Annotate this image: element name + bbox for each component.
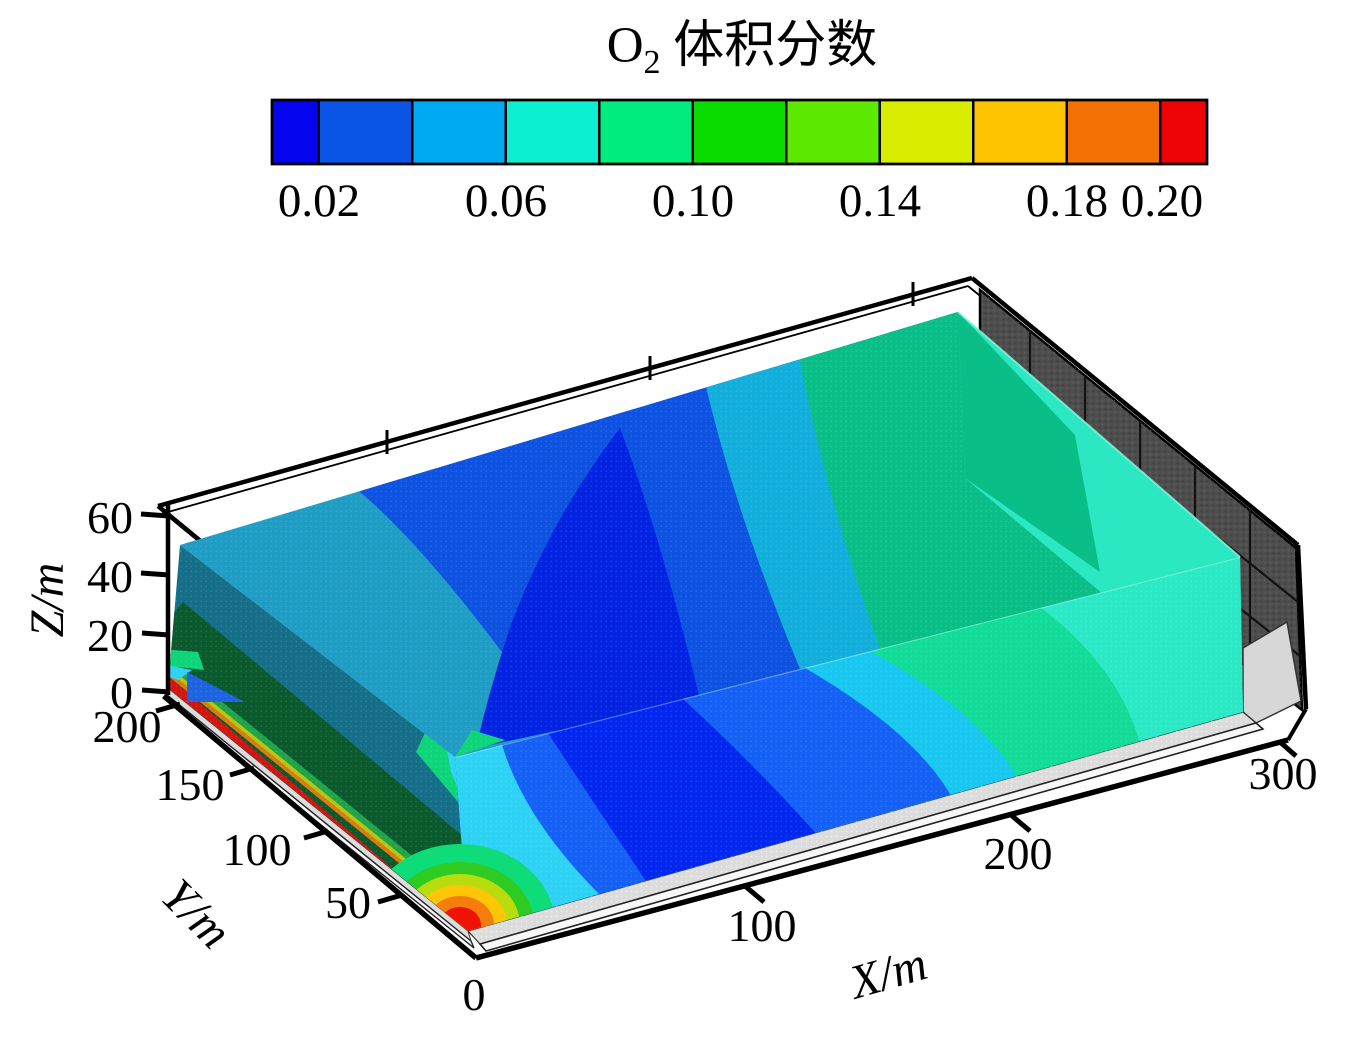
colorbar-segment xyxy=(411,98,507,166)
y-tick-50: 50 xyxy=(325,877,371,928)
y-axis-title: Y/m xyxy=(151,869,241,959)
x-tick-100: 100 xyxy=(728,900,797,951)
cb-label-0.02: 0.02 xyxy=(278,175,360,227)
colorbar-segment xyxy=(1065,98,1162,166)
colorbar-segment xyxy=(878,98,975,166)
colorbar: O2 体积分数 0.02 0.06 0.10 0.14 0.18 0.20 xyxy=(270,18,1209,227)
colorbar-segment xyxy=(691,98,788,166)
x-tick-200: 200 xyxy=(984,828,1053,879)
y-tick-200: 200 xyxy=(93,701,162,752)
colorbar-segments xyxy=(270,98,1209,166)
x-axis-title: X/m xyxy=(842,937,933,1010)
colorbar-segment xyxy=(972,98,1068,166)
far-edge-grid-ticks xyxy=(385,282,915,454)
cb-label-0.20: 0.20 xyxy=(1121,175,1203,227)
colorbar-segment xyxy=(270,98,320,166)
z-tick-20: 20 xyxy=(87,610,133,661)
colorbar-segment xyxy=(598,98,694,166)
cb-label-0.14: 0.14 xyxy=(839,175,921,227)
x-tick-300: 300 xyxy=(1249,748,1318,799)
title-text: 体积分数 xyxy=(661,18,878,74)
colorbar-segment xyxy=(1159,98,1209,166)
z-tick-0: 0 xyxy=(110,667,133,718)
cb-label-0.18: 0.18 xyxy=(1026,175,1108,227)
z-tick-40: 40 xyxy=(87,551,133,602)
colorbar-frame xyxy=(270,98,1209,166)
origin-label: 0 xyxy=(463,969,486,1020)
title-o2-subscript: 2 xyxy=(644,44,661,81)
cb-label-0.10: 0.10 xyxy=(652,175,734,227)
floor-slab xyxy=(162,620,1302,952)
colorbar-segment xyxy=(317,98,414,166)
y-tick-150: 150 xyxy=(156,759,225,810)
colorbar-title: O2 体积分数 xyxy=(607,18,878,81)
z-axis: 60 40 20 0 Z/m xyxy=(21,492,171,718)
z-axis-title: Z/m xyxy=(21,563,74,638)
cb-label-0.06: 0.06 xyxy=(465,175,547,227)
colorbar-tick-labels: 0.02 0.06 0.10 0.14 0.18 0.20 xyxy=(278,175,1203,227)
title-o2: O xyxy=(607,18,644,74)
z-tick-60: 60 xyxy=(87,492,133,543)
colorbar-segment xyxy=(785,98,881,166)
colorbar-segment xyxy=(504,98,601,166)
y-tick-100: 100 xyxy=(223,824,292,875)
